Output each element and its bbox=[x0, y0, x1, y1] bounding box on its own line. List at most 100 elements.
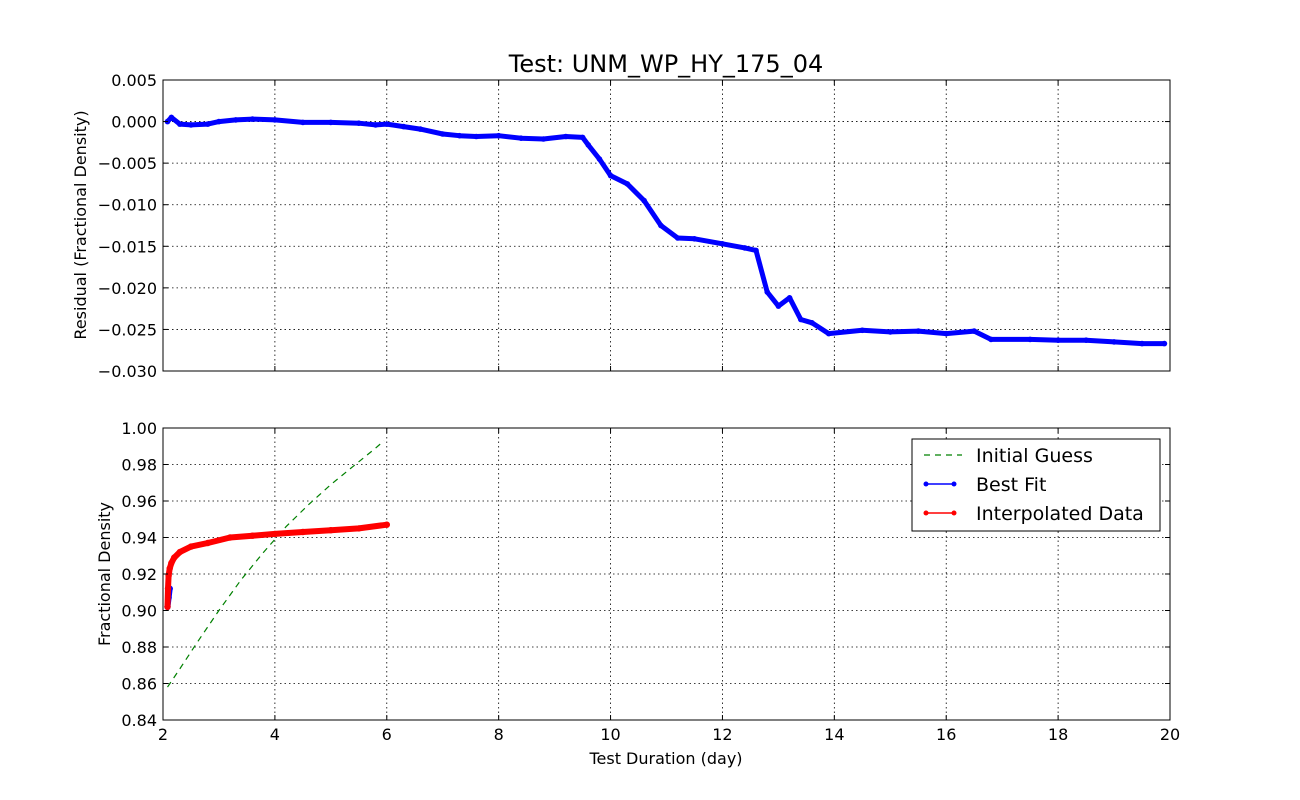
residual-point bbox=[596, 156, 603, 162]
bot-y-tick-label: 0.86 bbox=[121, 675, 157, 694]
residual-point bbox=[177, 121, 183, 127]
interpolated-data-point bbox=[299, 528, 307, 536]
legend: Initial Guess Best Fit Interpolated Data bbox=[911, 438, 1161, 532]
residual-point bbox=[691, 236, 698, 242]
residual-line bbox=[165, 114, 1167, 347]
interpolated-data-point bbox=[171, 554, 178, 561]
x-tick-label: 20 bbox=[1160, 725, 1180, 744]
bot-y-tick-label: 0.90 bbox=[121, 602, 157, 621]
residual-point bbox=[579, 134, 586, 141]
interpolated-data-point bbox=[168, 559, 175, 567]
residual-point bbox=[971, 328, 977, 334]
interpolated-data-point bbox=[204, 539, 211, 547]
residual-point bbox=[943, 330, 949, 337]
residual-point bbox=[1161, 340, 1168, 347]
residual-point bbox=[495, 132, 502, 139]
interpolated-data-point bbox=[226, 534, 234, 541]
chart-title: Test: UNM_WP_HY_175_04 bbox=[508, 50, 823, 78]
residual-point bbox=[753, 247, 759, 254]
residual-point bbox=[641, 197, 647, 204]
residual-point bbox=[764, 289, 770, 295]
residual-point bbox=[473, 133, 480, 140]
interpolated-data-point bbox=[176, 548, 183, 556]
residual-point bbox=[417, 126, 424, 132]
residual-point bbox=[249, 116, 256, 122]
residual-point bbox=[988, 336, 994, 343]
residual-point bbox=[216, 118, 222, 125]
residual-point bbox=[887, 329, 894, 335]
residual-point bbox=[300, 119, 306, 126]
x-tick-label: 10 bbox=[600, 725, 620, 744]
interpolated-data-point bbox=[355, 525, 362, 532]
legend-best-fit-marker-right bbox=[951, 481, 957, 487]
interpolated-data-point bbox=[271, 530, 279, 538]
bot-y-tick-label: 0.98 bbox=[121, 456, 157, 475]
legend-best-fit-marker-left bbox=[923, 481, 929, 487]
x-tick-label: 4 bbox=[270, 725, 280, 744]
x-axis-label: Test Duration (day) bbox=[588, 749, 742, 768]
density-series bbox=[164, 440, 390, 688]
top-y-tick-label: −0.010 bbox=[98, 196, 157, 215]
residual-point bbox=[384, 121, 390, 127]
residual-point bbox=[540, 136, 547, 142]
residual-plot-frame bbox=[162, 79, 1171, 372]
residual-point bbox=[775, 303, 782, 309]
initial-guess-line bbox=[167, 440, 385, 688]
residual-point bbox=[272, 117, 278, 123]
top-y-tick-label: −0.030 bbox=[98, 362, 157, 381]
residual-point bbox=[328, 119, 334, 126]
x-tick-label: 12 bbox=[712, 725, 732, 744]
interpolated-data-point bbox=[164, 603, 171, 610]
residual-point bbox=[786, 295, 793, 301]
x-tick-label: 2 bbox=[158, 725, 168, 744]
residual-point bbox=[1055, 337, 1061, 344]
top-y-tick-label: 0.000 bbox=[111, 113, 157, 132]
residual-point bbox=[1111, 339, 1117, 345]
residual-point bbox=[188, 122, 194, 128]
bot-y-tick-label: 1.00 bbox=[121, 419, 157, 438]
residual-point bbox=[1139, 340, 1145, 347]
residual-point bbox=[825, 330, 832, 337]
bot-y-tick-label: 0.96 bbox=[121, 492, 157, 511]
x-tick-label: 18 bbox=[1048, 725, 1068, 744]
residual-point bbox=[439, 131, 446, 137]
top-y-tick-label: −0.015 bbox=[98, 237, 157, 256]
residual-point bbox=[563, 133, 569, 140]
legend-best-fit-label: Best Fit bbox=[976, 474, 1046, 496]
bot-y-tick-label: 0.88 bbox=[121, 638, 157, 657]
residual-point bbox=[400, 123, 407, 130]
top-y-tick-label: 0.005 bbox=[111, 71, 157, 90]
residual-point bbox=[585, 142, 591, 148]
interpolated-data-point bbox=[187, 543, 195, 550]
legend-interpolated-label: Interpolated Data bbox=[976, 503, 1144, 525]
x-tick-label: 6 bbox=[382, 725, 392, 744]
bot-y-tick-label: 0.92 bbox=[121, 565, 157, 584]
residual-point bbox=[674, 235, 681, 241]
density-y-ticks: 1.00 0.98 0.96 0.94 0.92 0.90 0.88 0.86 0.84 bbox=[121, 419, 1170, 730]
residual-point bbox=[168, 114, 175, 121]
residual-point bbox=[719, 241, 726, 247]
residual-point bbox=[859, 327, 866, 334]
residual-point bbox=[809, 320, 815, 326]
residual-y-axis-label: Residual (Fractional Density) bbox=[71, 110, 90, 339]
residual-point bbox=[607, 172, 614, 179]
interpolated-data-point bbox=[164, 585, 172, 592]
residual-point bbox=[518, 135, 524, 141]
top-y-tick-label: −0.025 bbox=[98, 320, 157, 339]
residual-point bbox=[232, 117, 239, 123]
residual-point bbox=[372, 122, 379, 128]
x-tick-label: 16 bbox=[936, 725, 956, 744]
legend-interpolated-marker-left bbox=[923, 510, 929, 516]
residual-point bbox=[798, 316, 804, 323]
bot-y-tick-label: 0.84 bbox=[121, 711, 157, 730]
interpolated-data-point bbox=[166, 565, 173, 572]
density-x-ticks: 2 4 6 8 10 12 14 16 18 20 bbox=[158, 428, 1180, 744]
top-y-tick-label: −0.005 bbox=[98, 154, 157, 173]
bot-y-tick-label: 0.94 bbox=[121, 529, 157, 548]
residual-point bbox=[742, 245, 748, 251]
residual-point bbox=[356, 120, 362, 126]
residual-point bbox=[456, 132, 463, 139]
interpolated-data-point bbox=[249, 532, 256, 539]
residual-x-ticks bbox=[162, 80, 1171, 371]
